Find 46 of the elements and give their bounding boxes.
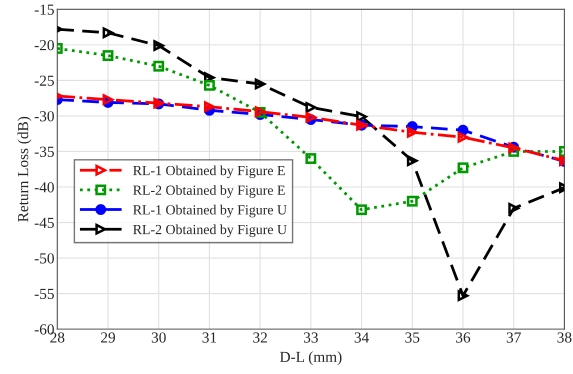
point (305, 102, 316, 113)
x-tick-label: 35 (405, 332, 420, 343)
point (406, 155, 418, 166)
x-tick-label: 37 (506, 332, 521, 343)
point (458, 162, 468, 174)
x-tick-label: 36 (456, 332, 470, 343)
point (305, 153, 316, 164)
y-tick-label: -35 (34, 146, 54, 157)
x-tick-label: 32 (253, 332, 267, 343)
y-tick-label: -55 (34, 288, 54, 300)
point (458, 132, 468, 143)
legend-label: RL-1 Obtained by Figure E (133, 165, 285, 178)
point (305, 112, 316, 123)
point (102, 50, 114, 61)
point (406, 126, 418, 138)
y-tick-label: -40 (34, 182, 54, 192)
point (458, 290, 468, 302)
point (102, 27, 114, 38)
legend-label: RL-2 Obtained by Figure U (133, 224, 287, 238)
y-tick-label: -50 (34, 253, 54, 264)
point (204, 101, 215, 112)
x-tick-label: 29 (101, 332, 116, 343)
point (356, 111, 367, 122)
y-tick-label: -20 (34, 40, 54, 50)
legend-label: RL-2 Obtained by Figure E (133, 185, 285, 198)
y-tick-label: -15 (34, 4, 54, 15)
x-tick-label: 30 (152, 332, 166, 343)
x-tick-label: 31 (202, 332, 216, 343)
y-axis-title: Return Loss (dB) (18, 116, 32, 222)
point (153, 60, 164, 72)
point (458, 124, 468, 136)
x-tick-label: 38 (557, 332, 572, 343)
point (508, 202, 520, 214)
point (153, 40, 164, 52)
point (254, 78, 266, 90)
point (204, 80, 215, 91)
x-tick-label: 34 (354, 332, 369, 343)
y-tick-label: -45 (34, 218, 54, 228)
y-tick-label: -30 (34, 111, 54, 122)
legend-label: RL-1 Obtained by Figure U (133, 204, 287, 218)
point (356, 204, 367, 216)
x-axis-title: D-L (mm) (280, 351, 342, 366)
point (102, 94, 114, 106)
x-tick-label: 33 (304, 332, 318, 343)
y-tick-label: -25 (34, 76, 54, 86)
point (406, 196, 418, 207)
